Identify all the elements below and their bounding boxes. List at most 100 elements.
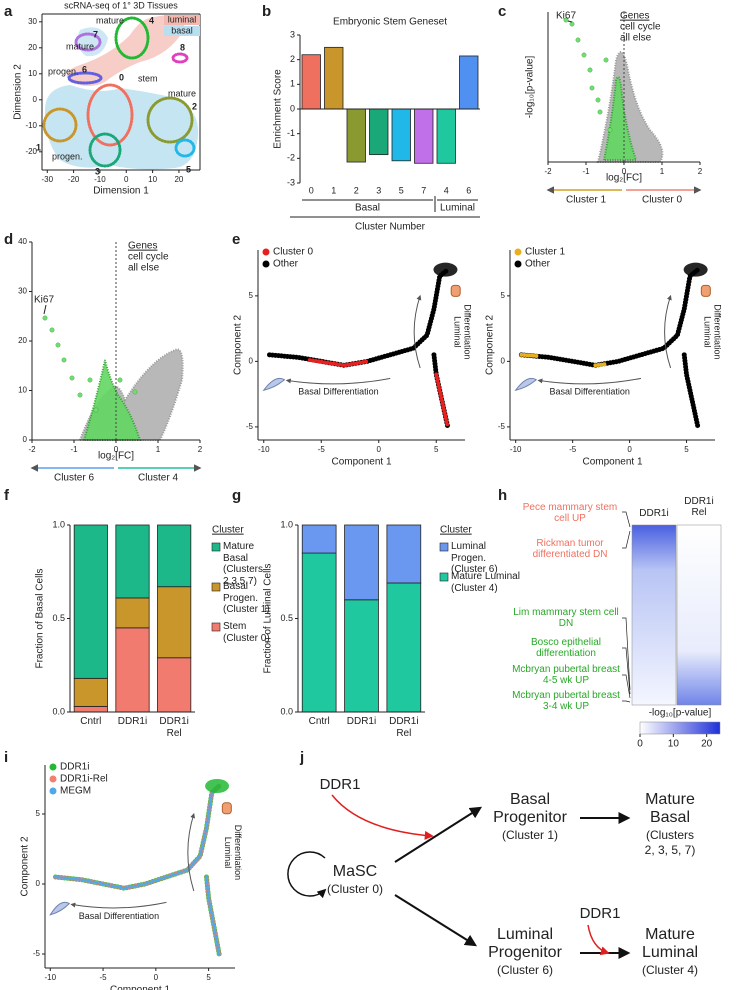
bar-segment [386, 524, 422, 584]
legend-swatch [439, 572, 449, 582]
node-label: Progenitor [488, 944, 562, 961]
x-tick-label: 1 [331, 185, 336, 195]
legend-label: Stem (Cluster 0) [223, 621, 270, 644]
x-tick-label: 5 [434, 445, 439, 454]
cell-cloud [205, 875, 221, 956]
cluster-cloud [42, 107, 78, 143]
gene-point [597, 109, 603, 115]
x-tick-label: DDR1i Rel [159, 716, 188, 739]
x-tick-label: 5 [206, 973, 211, 982]
node-label: Mature [645, 791, 695, 808]
cell-icon [514, 377, 538, 391]
legend-label: Basal Progen. (Cluster 1) [223, 581, 270, 615]
annotation: mature [66, 41, 94, 51]
cell-icon [49, 901, 71, 916]
x-tick-label: -10 [44, 973, 56, 982]
x-tick-label: Cntrl [80, 716, 101, 727]
bar-segment [157, 657, 192, 713]
gene-point [603, 57, 609, 63]
legend-marker [49, 775, 57, 783]
bar [414, 108, 434, 164]
x-tick-label: 6 [466, 185, 471, 195]
y-tick-label: 3 [290, 29, 295, 39]
annotation: 3 [95, 166, 100, 176]
gene-point [563, 17, 569, 23]
cell-cycle-cloud [602, 76, 638, 161]
legend-label: DDR1i [60, 762, 89, 773]
x-tick-label: -20 [68, 175, 80, 184]
column-label: DDR1i Rel [684, 496, 713, 518]
gene-set-label: Lim mammary stem cell DN [513, 607, 619, 629]
bar [346, 108, 366, 163]
x-tick-label: 2 [354, 185, 359, 195]
cluster-cloud [74, 32, 102, 52]
node-label: Luminal [497, 926, 553, 943]
annotation: 7 [93, 29, 98, 39]
gene-point [55, 342, 61, 348]
gene-point [595, 97, 601, 103]
y-tick-label: -20 [25, 147, 37, 156]
y-tick-label: 30 [28, 17, 37, 26]
cluster-cloud [171, 52, 189, 64]
arrow [664, 294, 672, 369]
bar-segment [115, 627, 150, 713]
arrow [70, 901, 167, 909]
x-tick-label: 0 [622, 167, 627, 176]
node-sublabel: 2, 3, 5, 7) [645, 843, 696, 857]
bar-segment [73, 677, 108, 707]
legend-label: MEGM [60, 786, 91, 797]
legend-label: Basal Progen. (Cluster 1) [223, 581, 270, 615]
y-tick-label: -5 [498, 422, 506, 431]
x-tick-label: -1 [70, 445, 78, 454]
legend-marker [262, 248, 270, 256]
legend-swatch [211, 542, 221, 552]
annotation: Ki67 [556, 11, 576, 22]
y-tick-label: 5 [501, 291, 506, 300]
x-tick-label: 0 [627, 445, 632, 454]
cell-cloud [519, 352, 541, 359]
gene-point [61, 357, 67, 363]
x-tick-label: 2 [698, 167, 703, 176]
y-tick-label: 5 [36, 809, 41, 818]
x-tick-label: 20 [174, 175, 183, 184]
node-label: Basal [650, 809, 690, 826]
y-tick-label: 10 [28, 69, 37, 78]
gene-set-label: Mcbryan pubertal breast 4-5 wk UP [512, 664, 620, 686]
x-axis-label: log₂[FC] [606, 173, 642, 184]
annotation: 2 [192, 101, 197, 111]
gene-set-label: Mcbryan pubertal breast 4-5 wk UP [512, 664, 620, 686]
x-tick-label: -5 [569, 445, 577, 454]
cell-icon [450, 284, 461, 297]
node-label: Basal [510, 791, 550, 808]
node-label: MaSC [333, 863, 377, 880]
regulator-arrow [587, 924, 610, 956]
annotation: Basal Differentiation [550, 387, 630, 397]
regulator-label: DDR1 [580, 905, 621, 922]
x-tick-label: 7 [421, 185, 426, 195]
y-axis-label: -log₁₀[p-value] [525, 56, 536, 119]
regulator-label: DDR1 [320, 776, 361, 793]
gene-point [87, 377, 93, 383]
annotation: progen. [52, 151, 83, 161]
y-tick-label: 5 [249, 291, 254, 300]
y-tick-label: 2 [290, 54, 295, 64]
y-tick-label: 0 [290, 103, 295, 113]
gene-set-label: Lim mammary stem cell DN [513, 607, 619, 629]
cell-icon [262, 377, 286, 391]
leader-line [622, 647, 631, 695]
gene-point [607, 127, 613, 133]
legend-marker [514, 260, 522, 268]
legend-swatch [211, 622, 221, 632]
legend-label: Mature Luminal (Cluster 4) [451, 571, 520, 594]
cluster-cloud [114, 16, 150, 60]
legend-title: Genes [620, 11, 649, 22]
panel-title: scRNA-seq of 1° 3D Tissues [64, 0, 178, 10]
direction-label: Cluster 4 [138, 473, 178, 484]
y-tick-label: 20 [28, 43, 37, 52]
legend-label: Mature Basal (Clusters 2,3,5,7) [223, 541, 263, 587]
y-tick-label: 10 [18, 386, 27, 395]
gene-point [93, 407, 99, 413]
cell-cloud [434, 372, 450, 429]
annotation: Basal Differentiation [298, 387, 378, 397]
cell-cloud [205, 779, 230, 793]
